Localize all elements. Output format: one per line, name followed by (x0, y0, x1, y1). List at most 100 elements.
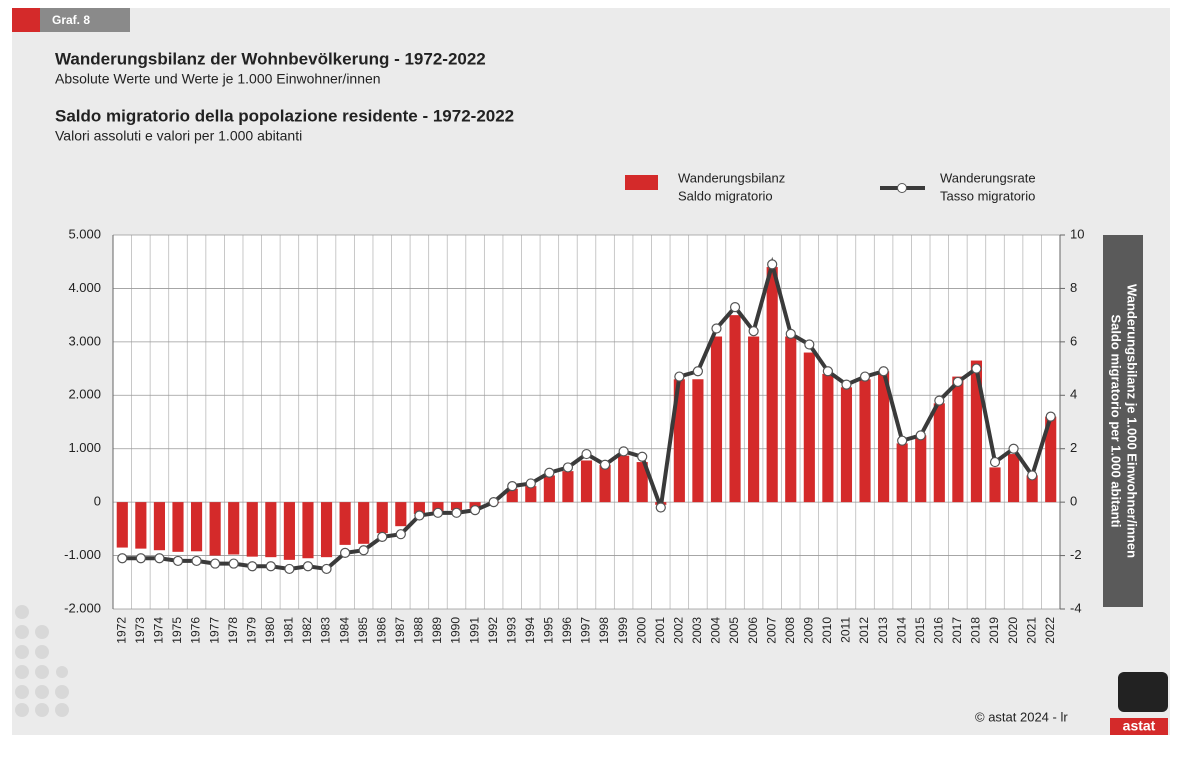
x-tick-label: 2002 (672, 617, 686, 644)
bar (246, 502, 258, 557)
x-tick-label: 1995 (542, 617, 556, 644)
bar (450, 502, 463, 511)
point (822, 366, 833, 377)
x-tick-label: 2013 (876, 617, 890, 644)
y-tick-label: -1.000 (64, 547, 101, 562)
y-tick-label: 0 (94, 494, 101, 509)
bar (1026, 475, 1038, 503)
point (228, 558, 239, 569)
logo: astat (1123, 718, 1156, 734)
tag-bar (40, 8, 130, 32)
subtitle: Absolute Werte und Werte je 1.000 Einwoh… (55, 71, 381, 87)
point (469, 505, 481, 516)
x-tick-label: 2022 (1043, 617, 1057, 644)
y2-label: Wanderungsbilanz je 1.000 Einwohner/inne… (1109, 284, 1140, 558)
y2-label-box (1103, 235, 1143, 607)
x-tick-label: 1980 (263, 617, 277, 644)
bar (970, 360, 983, 503)
point (692, 366, 704, 377)
point (674, 371, 685, 382)
point (804, 339, 815, 350)
x-tick-label: 1986 (374, 617, 388, 644)
bar (766, 267, 778, 503)
point (525, 478, 536, 489)
bar (265, 502, 277, 558)
bar (878, 371, 890, 503)
bar (692, 379, 704, 503)
bar (785, 336, 797, 503)
bar (710, 336, 723, 503)
x-tick-label: 2012 (857, 617, 871, 644)
point (507, 481, 518, 492)
bar (506, 488, 518, 503)
x-tick-label: 1981 (282, 617, 296, 644)
bar (525, 486, 537, 503)
point (767, 259, 778, 270)
point (581, 448, 592, 460)
decor-dots (15, 605, 69, 717)
point (135, 553, 146, 564)
x-tick-label: 1998 (597, 617, 611, 644)
bar (209, 502, 221, 556)
y2-tick-label: 4 (1070, 387, 1077, 402)
point (432, 507, 444, 518)
point (377, 531, 388, 542)
bar (358, 502, 370, 544)
bar (339, 502, 351, 545)
point (1027, 470, 1038, 481)
x-tick-label: 1997 (579, 617, 593, 644)
bar (673, 379, 685, 503)
y2-tick-label: 2 (1070, 440, 1077, 455)
y2-label-line: Saldo migratorio per 1.000 abitanti (1109, 314, 1124, 527)
bar (432, 502, 444, 512)
bar (580, 460, 593, 503)
x-tick-label: 1975 (170, 617, 184, 644)
tag: Graf. 8 (52, 13, 90, 27)
point (637, 451, 648, 462)
bar (413, 502, 425, 514)
logo-shape (1118, 672, 1168, 712)
point (785, 328, 796, 339)
point (172, 555, 184, 567)
legend-point (897, 183, 907, 193)
bar (599, 464, 611, 503)
bar (320, 502, 333, 558)
bar (636, 462, 648, 503)
y2-tick-label: -2 (1070, 547, 1082, 562)
bar (896, 443, 908, 503)
bar (989, 467, 1001, 503)
x-tick-label: 1982 (300, 617, 314, 644)
x-tick-label: 2000 (634, 617, 648, 644)
bar (1008, 454, 1020, 503)
bar (190, 502, 203, 552)
point (934, 395, 945, 406)
point (340, 547, 351, 559)
point (748, 326, 759, 337)
x-tick-label: 1992 (486, 617, 500, 644)
x-tick-label: 1979 (244, 617, 258, 644)
bar (228, 502, 240, 555)
y-tick-label: 5.000 (68, 226, 101, 241)
point (729, 302, 741, 313)
x-tick-label: 2010 (820, 617, 834, 644)
x-tick-label: 2020 (1006, 617, 1020, 644)
bar (562, 471, 574, 503)
bar (135, 502, 147, 549)
x-tick-label: 2014 (894, 617, 908, 644)
point (191, 555, 202, 567)
point (989, 456, 1001, 468)
point (655, 502, 666, 513)
bar (803, 352, 815, 503)
x-tick-label: 1996 (560, 617, 574, 644)
x-tick-label: 1974 (152, 617, 166, 644)
tag-square (12, 8, 40, 32)
y2-tick-label: 0 (1070, 494, 1077, 509)
point (488, 497, 499, 508)
bar (822, 373, 834, 503)
point (562, 462, 574, 473)
title: Wanderungsbilanz der Wohnbevölkerung - 1… (55, 49, 486, 68)
point (841, 379, 852, 390)
point (395, 529, 406, 540)
y2-tick-label: 10 (1070, 226, 1084, 241)
y2-tick-label: 6 (1070, 333, 1077, 348)
